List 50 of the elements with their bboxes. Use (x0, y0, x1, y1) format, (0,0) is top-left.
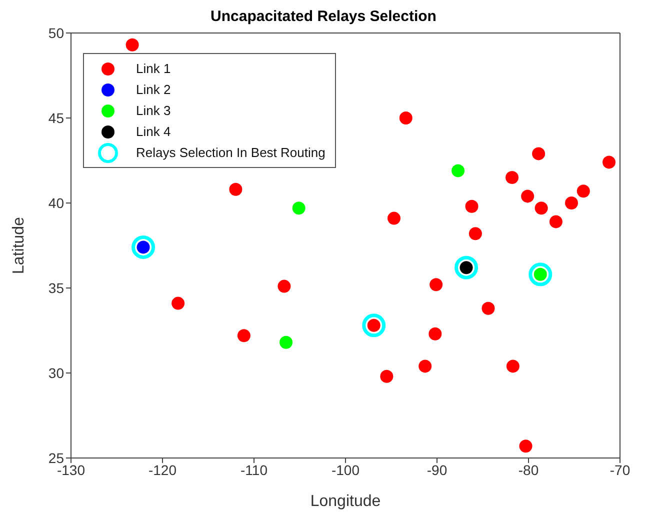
legend-label: Link 2 (136, 82, 171, 97)
point (468, 227, 482, 240)
x-tick-label: -90 (426, 462, 448, 478)
x-axis-title: Longitude (310, 493, 381, 510)
y-tick-label: 35 (48, 280, 64, 296)
point (521, 190, 534, 203)
x-tick-label: -70 (610, 462, 630, 478)
point (506, 360, 520, 373)
point (387, 212, 400, 225)
x-tick-label: -110 (240, 462, 268, 478)
point (534, 202, 548, 215)
x-tick-label: -120 (148, 462, 177, 478)
chart-title: Uncapacitated Relays Selection (210, 8, 438, 25)
x-tick-label: -80 (518, 462, 539, 478)
y-tick-label: 50 (48, 24, 64, 41)
point (528, 262, 552, 286)
point (602, 156, 616, 169)
legend-label: Relays Selection In Best Routing (136, 145, 326, 160)
y-tick-label: 30 (48, 364, 64, 381)
legend-label: Link 3 (136, 103, 171, 118)
point (465, 200, 478, 213)
point (532, 147, 546, 160)
point (280, 336, 293, 349)
point (428, 327, 442, 340)
y-axis-title: Latitude (10, 216, 28, 274)
point (229, 182, 242, 196)
point (237, 329, 250, 342)
x-tick-label: -100 (331, 462, 360, 478)
point (430, 278, 443, 292)
legend-label: Link 4 (136, 124, 171, 139)
point (292, 202, 306, 215)
point (418, 360, 432, 373)
point (549, 215, 562, 228)
point (565, 196, 578, 210)
point (576, 184, 590, 198)
point (380, 370, 394, 383)
legend-label: Link 1 (136, 61, 171, 76)
point (132, 235, 156, 259)
point (452, 164, 465, 178)
point (482, 302, 495, 315)
point (172, 296, 185, 310)
y-tick-label: 45 (48, 110, 64, 126)
point (278, 280, 291, 293)
point (399, 112, 412, 124)
point (362, 314, 386, 338)
point (506, 171, 519, 184)
y-tick-label: 40 (48, 194, 64, 211)
point (519, 440, 532, 453)
point (454, 256, 478, 280)
point (126, 38, 139, 52)
